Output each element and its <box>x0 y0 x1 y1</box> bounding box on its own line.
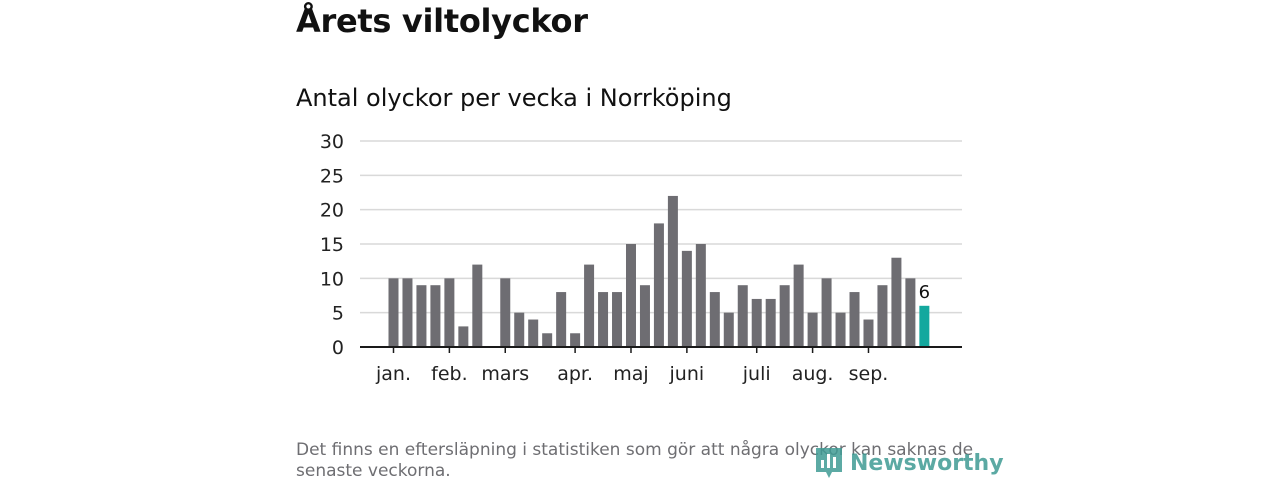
bar <box>514 312 525 347</box>
bar <box>402 278 413 347</box>
bar <box>695 244 706 347</box>
bar <box>598 292 609 347</box>
bar <box>793 264 804 347</box>
bar <box>835 312 846 347</box>
bar <box>807 312 818 347</box>
bar <box>877 285 888 347</box>
bar-chart: 0 5 10 15 20 25 30 6 jan. feb. mars apr. maj juni juli… <box>320 131 962 385</box>
y-tick-label: 20 <box>320 200 344 222</box>
x-tick-label: juli <box>742 363 771 385</box>
x-tick-label: aug. <box>792 363 834 385</box>
y-tick-label: 25 <box>320 165 344 187</box>
bar <box>416 285 427 347</box>
bar <box>556 292 567 347</box>
bar <box>891 257 902 347</box>
bar <box>444 278 455 347</box>
x-tick-label: maj <box>613 363 648 385</box>
bar <box>737 285 748 347</box>
y-tick-label: 0 <box>332 337 344 359</box>
bar-current-week <box>919 305 930 347</box>
bar <box>653 223 664 347</box>
bar <box>779 285 790 347</box>
bar <box>430 285 441 347</box>
bar <box>863 319 874 347</box>
bar <box>542 333 553 347</box>
y-tick-label: 5 <box>332 303 344 325</box>
bar <box>458 326 469 347</box>
newsworthy-logo: Newsworthy <box>814 446 1004 480</box>
brand-name: Newsworthy <box>850 450 1004 476</box>
bar <box>570 333 581 347</box>
y-tick-label: 30 <box>320 131 344 153</box>
bar <box>905 278 916 347</box>
x-tick-label: jan. <box>375 363 411 385</box>
chart-subtitle: Antal olyckor per vecka i Norrköping <box>296 84 732 112</box>
newsworthy-chart-logo-icon <box>816 448 842 478</box>
chart-title: Årets viltolyckor <box>296 2 588 40</box>
x-tick-label: juni <box>669 363 705 385</box>
x-tick-label: sep. <box>849 363 889 385</box>
bar <box>667 195 678 347</box>
bar <box>625 244 636 347</box>
bar <box>639 285 650 347</box>
bar <box>472 264 483 347</box>
bar <box>751 298 762 347</box>
bar <box>500 278 511 347</box>
bar <box>709 292 720 347</box>
bar <box>388 278 399 347</box>
y-tick-label: 10 <box>320 268 344 290</box>
bar <box>612 292 623 347</box>
bar <box>765 298 776 347</box>
bar <box>528 319 539 347</box>
x-tick-label: apr. <box>557 363 593 385</box>
bar <box>849 292 860 347</box>
x-tick-label: mars <box>481 363 529 385</box>
x-tick-label: feb. <box>431 363 467 385</box>
bar <box>681 250 692 347</box>
footnote: Det finns en eftersläpning i statistiken… <box>296 440 974 481</box>
bar <box>821 278 832 347</box>
y-tick-label: 15 <box>320 234 344 256</box>
data-label: 6 <box>919 282 930 303</box>
bar <box>723 312 734 347</box>
bar <box>584 264 595 347</box>
